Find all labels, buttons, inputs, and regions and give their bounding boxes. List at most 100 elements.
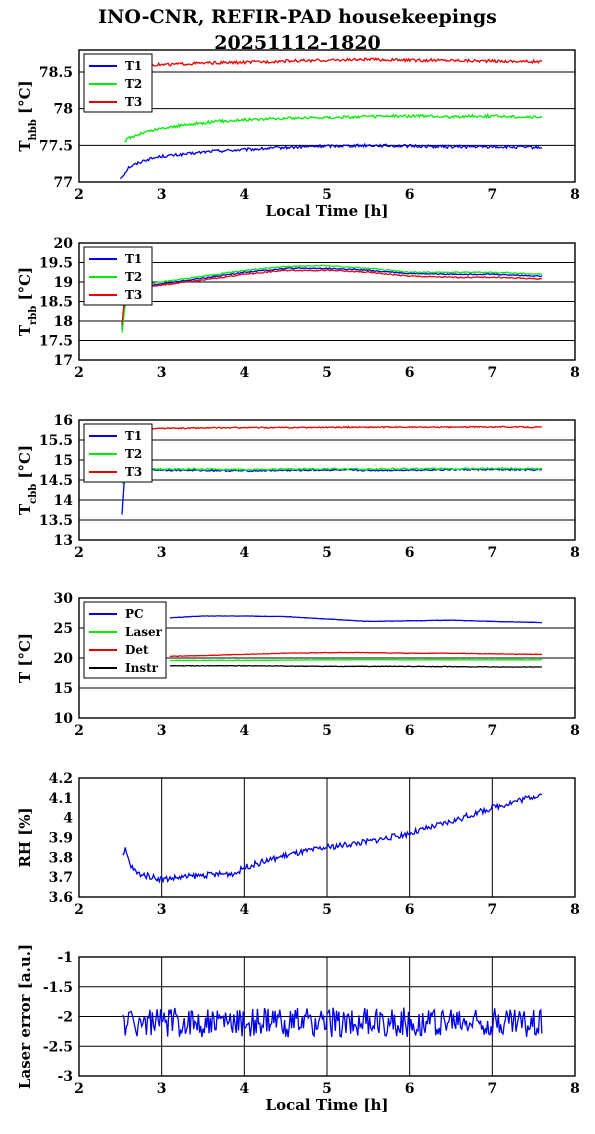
- legend-label: T1: [125, 59, 142, 73]
- x-tick-label: 5: [322, 723, 332, 739]
- y-tick-label: 78: [54, 102, 73, 118]
- y-axis-label: RH [%]: [16, 807, 34, 867]
- y-axis-label: Tcbb [°C]: [16, 445, 39, 515]
- y-tick-label: 20: [54, 236, 74, 252]
- y-tick-label: 16: [54, 413, 73, 429]
- plot-frame: [78, 242, 576, 361]
- y-axis-label: Thbb [°C]: [16, 80, 39, 151]
- x-tick-label: 3: [157, 1081, 167, 1097]
- legend-label: Laser: [125, 625, 163, 639]
- y-axis-label: Laser error [a.u.]: [16, 944, 34, 1089]
- y-tick-label: 4.1: [49, 791, 73, 807]
- x-tick-label: 2: [74, 902, 84, 918]
- plot-frame: [78, 597, 576, 719]
- x-tick-label: 8: [570, 187, 580, 203]
- x-tick-label: 7: [487, 365, 497, 381]
- x-tick-label: 2: [74, 365, 84, 381]
- x-tick-label: 3: [157, 902, 167, 918]
- y-tick-label: -3: [57, 1069, 73, 1085]
- series-line-t3: [121, 269, 542, 325]
- y-tick-label: 18: [54, 314, 73, 330]
- plot-frame: [78, 777, 576, 898]
- y-tick-label: 77.5: [39, 138, 73, 154]
- x-tick-label: 3: [157, 545, 167, 561]
- x-axis-label: Local Time [h]: [266, 202, 389, 220]
- x-tick-label: 6: [405, 902, 415, 918]
- x-tick-label: 2: [74, 723, 84, 739]
- series-line-pc: [169, 615, 543, 624]
- x-tick-label: 6: [405, 1081, 415, 1097]
- x-tick-label: 2: [74, 1081, 84, 1097]
- x-tick-label: 8: [570, 365, 580, 381]
- series-line-t2: [121, 264, 543, 333]
- y-tick-label: 30: [54, 591, 74, 607]
- y-tick-label: 13: [54, 533, 73, 549]
- chart-title: INO-CNR, REFIR-PAD housekeepings: [98, 6, 497, 28]
- x-tick-label: 4: [239, 902, 249, 918]
- y-tick-label: -2.5: [43, 1039, 73, 1055]
- y-axis-label: Trbb [°C]: [16, 267, 39, 336]
- plot-frame: [78, 49, 576, 183]
- x-tick-label: 5: [322, 365, 332, 381]
- x-tick-label: 6: [405, 187, 415, 203]
- y-tick-label: 14.5: [39, 473, 73, 489]
- x-tick-label: 5: [322, 1081, 332, 1097]
- plot-frame: [78, 419, 576, 541]
- legend-label: T1: [125, 252, 142, 266]
- legend-label: T3: [125, 95, 142, 109]
- series-line-laser: [169, 658, 543, 662]
- y-tick-label: -2: [57, 1010, 73, 1026]
- series-line-t1: [119, 142, 542, 180]
- y-tick-label: 19: [54, 275, 73, 291]
- y-tick-label: 10: [54, 711, 74, 727]
- y-tick-label: 18.5: [39, 295, 73, 311]
- x-tick-label: 6: [405, 365, 415, 381]
- y-tick-label: 19.5: [39, 256, 73, 272]
- y-tick-label: 3.8: [49, 850, 73, 866]
- legend-label: T3: [125, 465, 142, 479]
- y-tick-label: 25: [54, 621, 73, 637]
- series-line-det: [169, 651, 543, 658]
- x-tick-label: 5: [322, 187, 332, 203]
- x-tick-label: 7: [487, 723, 497, 739]
- x-tick-label: 5: [322, 545, 332, 561]
- x-tick-label: 8: [570, 1081, 580, 1097]
- x-tick-label: 7: [487, 1081, 497, 1097]
- series-line-data: [122, 1007, 543, 1038]
- x-tick-label: 7: [487, 902, 497, 918]
- x-tick-label: 7: [487, 545, 497, 561]
- y-tick-label: -1.5: [43, 980, 73, 996]
- y-tick-label: 78.5: [39, 65, 73, 81]
- y-tick-label: 20: [54, 651, 74, 667]
- x-tick-label: 7: [487, 187, 497, 203]
- y-axis-label: T [°C]: [16, 633, 34, 683]
- legend-label: T1: [125, 429, 142, 443]
- x-tick-label: 3: [157, 365, 167, 381]
- x-tick-label: 4: [239, 545, 249, 561]
- x-tick-label: 8: [570, 902, 580, 918]
- x-tick-label: 2: [74, 187, 84, 203]
- y-tick-label: 3.7: [49, 870, 73, 886]
- series-line-t1: [121, 266, 543, 330]
- x-tick-label: 3: [157, 187, 167, 203]
- y-tick-label: 15: [54, 453, 73, 469]
- x-tick-label: 8: [570, 545, 580, 561]
- x-tick-label: 5: [322, 902, 332, 918]
- x-axis-label: Local Time [h]: [266, 1096, 389, 1114]
- y-tick-label: 15: [54, 681, 73, 697]
- y-tick-label: 14: [54, 493, 74, 509]
- series-line-t2: [124, 113, 543, 143]
- series-line-t3: [148, 57, 543, 68]
- y-tick-label: 4: [63, 811, 73, 827]
- legend-label: T2: [125, 77, 142, 91]
- x-tick-label: 4: [239, 723, 249, 739]
- series-line-t3: [149, 425, 543, 430]
- y-tick-label: -1: [57, 950, 73, 966]
- y-tick-label: 77: [54, 175, 73, 191]
- legend-label: PC: [125, 607, 144, 621]
- chart-subtitle-date: 20251112-1820: [214, 32, 381, 54]
- y-tick-label: 17: [54, 353, 73, 369]
- y-tick-label: 13.5: [39, 513, 73, 529]
- x-tick-label: 6: [405, 545, 415, 561]
